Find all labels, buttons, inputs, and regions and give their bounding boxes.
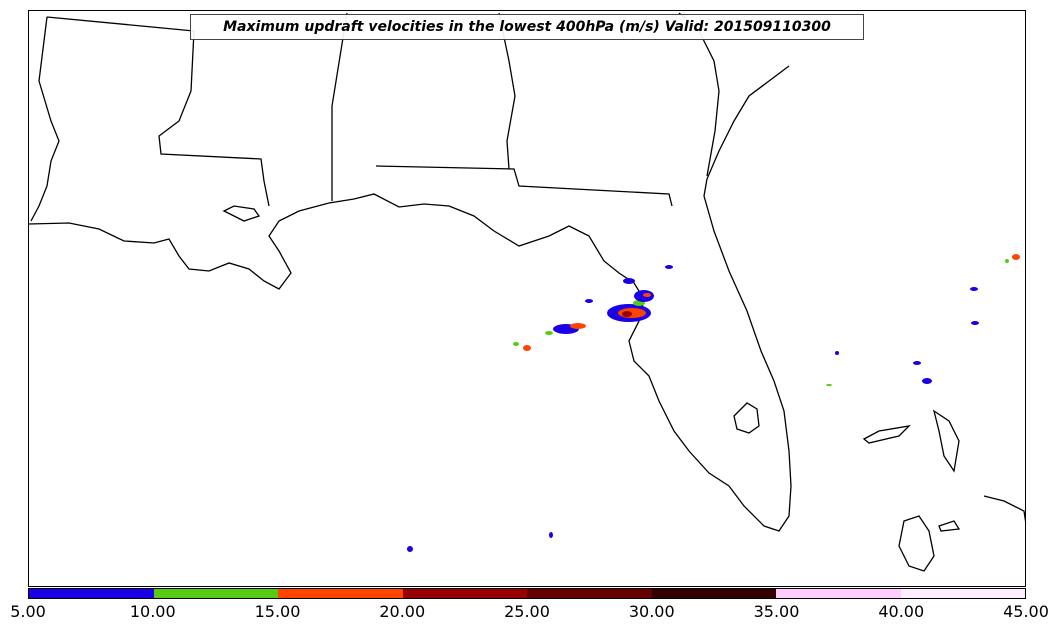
colorbar-segment bbox=[900, 589, 1025, 598]
updraft-cell-blue bbox=[970, 287, 978, 291]
colorbar-tick-label: 20.00 bbox=[379, 602, 426, 621]
colorbar-tick-label: 25.00 bbox=[504, 602, 550, 621]
map-title: Maximum updraft velocities in the lowest… bbox=[190, 14, 864, 40]
updraft-cell-green bbox=[545, 331, 553, 335]
updraft-cell-blue bbox=[835, 351, 839, 355]
updraft-cell-orange bbox=[643, 293, 651, 297]
updraft-cell-green bbox=[826, 384, 832, 386]
updraft-cell-blue bbox=[623, 278, 635, 284]
colorbar-segment bbox=[153, 589, 278, 598]
colorbar-tick-label: 5.00 bbox=[10, 602, 46, 621]
updraft-cell-blue bbox=[665, 265, 673, 269]
state-border-louisiana bbox=[30, 16, 60, 222]
colorbar-tick-label: 15.00 bbox=[254, 602, 301, 621]
state-border-georgia bbox=[498, 12, 516, 170]
lake-okeechobee bbox=[733, 402, 760, 434]
colorbar-tick-label: 45.00 bbox=[1003, 602, 1049, 621]
updraft-cells bbox=[407, 254, 1020, 552]
state-border-mississippi bbox=[158, 30, 270, 207]
updraft-cell-orange bbox=[570, 323, 586, 329]
updraft-cell-orange bbox=[618, 308, 646, 318]
colorbar-tick-label: 30.00 bbox=[628, 602, 675, 621]
atlantic-coast-line bbox=[706, 65, 790, 180]
colorbar-tick-label: 35.00 bbox=[753, 602, 800, 621]
updraft-cell-blue bbox=[407, 546, 413, 552]
map-canvas bbox=[29, 12, 1025, 572]
colorbar bbox=[28, 588, 1026, 599]
colorbar-segment bbox=[776, 589, 901, 598]
updraft-cell-orange bbox=[1012, 254, 1020, 260]
state-border-ga-al bbox=[375, 165, 673, 207]
bahamas-island-2 bbox=[932, 409, 960, 473]
colorbar-segment bbox=[402, 589, 527, 598]
updraft-cell-blue bbox=[913, 361, 921, 365]
keys-island bbox=[938, 520, 961, 532]
updraft-cell-orange bbox=[523, 345, 531, 351]
state-border-alabama bbox=[331, 12, 348, 201]
colorbar-tick-label: 40.00 bbox=[878, 602, 925, 621]
cuba-island bbox=[898, 515, 935, 572]
coastline-lines bbox=[29, 12, 1025, 572]
updraft-cell-blue bbox=[971, 321, 979, 325]
gulf-coast-line bbox=[29, 178, 792, 532]
updraft-cell-blue bbox=[549, 532, 553, 538]
colorbar-tick-label: 10.00 bbox=[129, 602, 176, 621]
colorbar-segment bbox=[527, 589, 652, 598]
bahamas-island-3 bbox=[983, 495, 1025, 523]
colorbar-segment bbox=[651, 589, 776, 598]
state-border-ms-ar bbox=[46, 16, 195, 32]
colorbar-segment bbox=[278, 589, 403, 598]
lake-pontchartrain bbox=[222, 205, 261, 222]
updraft-cell-blue bbox=[922, 378, 932, 384]
updraft-cell-green bbox=[513, 342, 519, 346]
updraft-cell-darkred bbox=[622, 311, 632, 317]
updraft-cell-green bbox=[1005, 259, 1009, 263]
colorbar-segment bbox=[29, 589, 154, 598]
map-panel bbox=[28, 10, 1026, 587]
updraft-cell-blue bbox=[585, 299, 593, 303]
bahamas-island bbox=[862, 425, 911, 444]
